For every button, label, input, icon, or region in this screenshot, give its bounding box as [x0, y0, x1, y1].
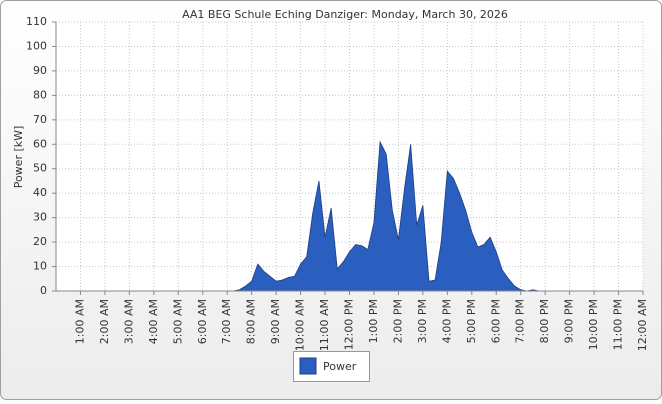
- y-tick-label: 20: [33, 235, 47, 248]
- x-tick-label: 9:00 AM: [269, 299, 282, 344]
- x-tick-label: 12:00 PM: [343, 299, 356, 350]
- x-tick-label: 8:00 PM: [538, 299, 551, 343]
- x-tick-label: 9:00 PM: [563, 299, 576, 343]
- x-tick-label: 5:00 AM: [171, 299, 184, 344]
- y-tick-label: 50: [33, 162, 47, 175]
- y-tick-label: 10: [33, 260, 47, 273]
- x-tick-label: 3:00 AM: [122, 299, 135, 344]
- x-tick-label: 12:00 AM: [636, 299, 649, 351]
- x-tick-label: 10:00 PM: [587, 299, 600, 350]
- y-tick-label: 110: [26, 15, 47, 28]
- x-tick-label: 8:00 AM: [245, 299, 258, 344]
- plot-area: [56, 22, 643, 291]
- y-axis-label: Power [kW]: [12, 126, 25, 189]
- y-tick-label: 100: [26, 39, 47, 52]
- legend-swatch: [299, 357, 317, 375]
- x-tick-label: 6:00 PM: [489, 299, 502, 343]
- x-tick-label: 6:00 AM: [196, 299, 209, 344]
- y-tick-label: 60: [33, 137, 47, 150]
- area: [227, 140, 540, 292]
- x-tick-label: 5:00 PM: [465, 299, 478, 343]
- x-tick-label: 4:00 AM: [147, 299, 160, 344]
- y-tick-label: 40: [33, 186, 47, 199]
- x-tick-label: 7:00 AM: [220, 299, 233, 344]
- x-tick-label: 11:00 AM: [318, 299, 331, 351]
- x-tick-label: 2:00 AM: [98, 299, 111, 344]
- legend: Power: [293, 351, 370, 382]
- x-tick-label: 2:00 PM: [391, 299, 404, 343]
- x-tick-label: 10:00 AM: [294, 299, 307, 351]
- x-tick-label: 1:00 PM: [367, 299, 380, 343]
- y-tick-label: 0: [40, 284, 47, 297]
- chart-title: AA1 BEG Schule Eching Danziger: Monday, …: [182, 8, 508, 21]
- legend-label: Power: [323, 360, 357, 373]
- x-tick-label: 4:00 PM: [440, 299, 453, 343]
- y-tick-label: 30: [33, 211, 47, 224]
- y-tick-label: 90: [33, 64, 47, 77]
- x-tick-label: 3:00 PM: [416, 299, 429, 343]
- x-tick-label: 7:00 PM: [514, 299, 527, 343]
- x-tick-label: 11:00 PM: [612, 299, 625, 350]
- y-tick-label: 70: [33, 113, 47, 126]
- x-tick-label: 1:00 AM: [73, 299, 86, 344]
- y-tick-label: 80: [33, 88, 47, 101]
